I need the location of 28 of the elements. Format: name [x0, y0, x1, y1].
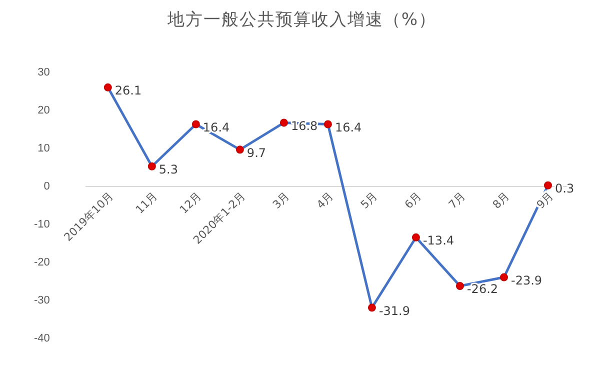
x-tick-label: 5月	[358, 189, 380, 212]
data-label: 9.7	[246, 146, 266, 160]
data-label: 16.4	[334, 120, 362, 134]
x-tick-label: 9月	[534, 189, 556, 212]
data-label: 16.4	[202, 120, 230, 134]
chart-title: 地方一般公共预算收入增速（%）	[166, 9, 438, 31]
x-tick-label: 3月	[270, 189, 292, 212]
y-tick-label: -10	[34, 218, 50, 231]
data-label: -31.9	[378, 304, 410, 318]
data-label: -23.9	[510, 273, 542, 288]
y-tick-label: 30	[38, 66, 50, 79]
data-label: -26.2	[466, 282, 498, 296]
data-label: 0.3	[554, 182, 574, 196]
x-tick-label: 12月	[177, 189, 204, 216]
data-label: 5.3	[158, 162, 178, 177]
x-tick-label: 7月	[446, 189, 468, 212]
y-tick-label: 0	[44, 180, 50, 193]
x-tick-label: 11月	[133, 189, 160, 216]
x-tick-label: 8月	[490, 189, 512, 212]
y-tick-label: 20	[38, 104, 50, 117]
data-label: -13.4	[422, 234, 454, 248]
y-tick-label: 10	[38, 142, 50, 155]
y-tick-label: -40	[34, 332, 50, 344]
x-tick-label: 4月	[314, 189, 336, 212]
y-tick-label: -20	[34, 256, 50, 268]
y-tick-label: -30	[34, 294, 50, 306]
data-label: 26.1	[114, 84, 142, 98]
x-tick-label: 6月	[402, 189, 424, 212]
